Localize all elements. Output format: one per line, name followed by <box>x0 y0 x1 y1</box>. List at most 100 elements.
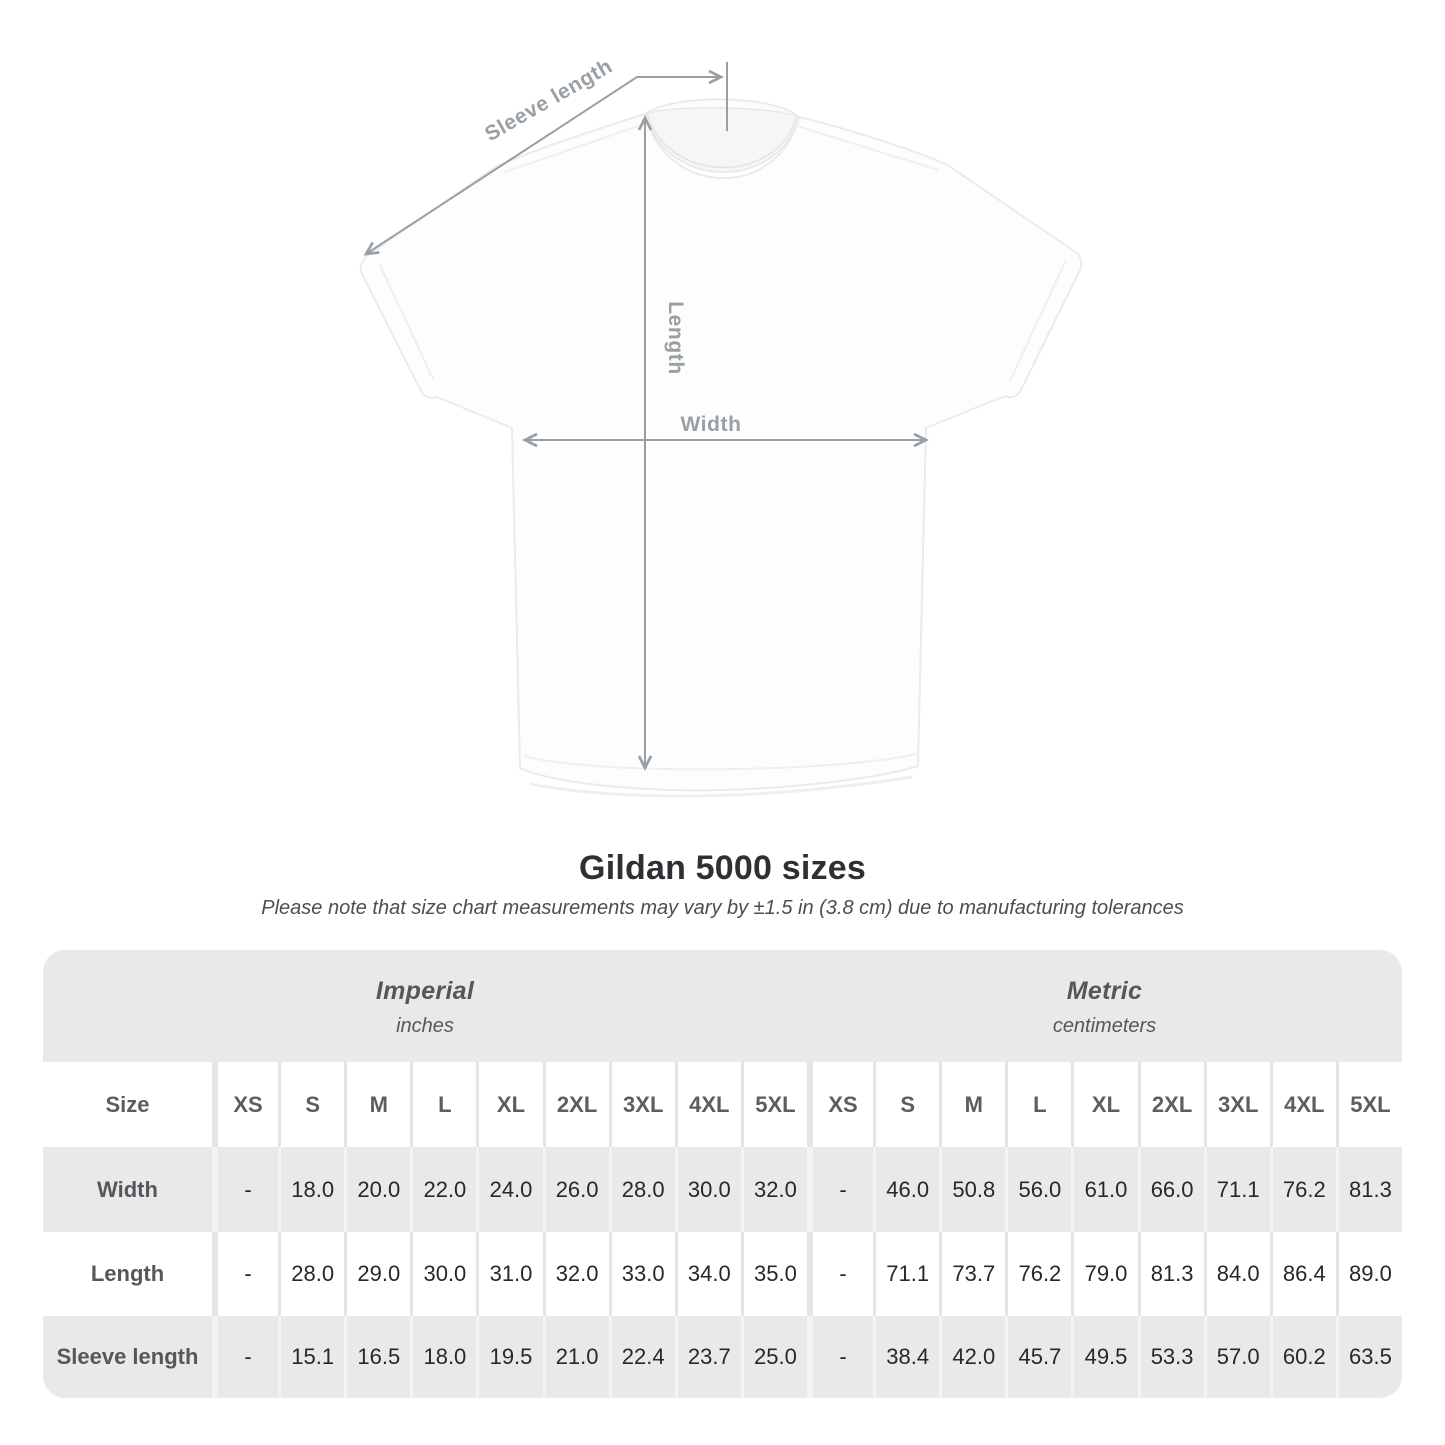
width-metric-2xl: 66.0 <box>1137 1147 1204 1232</box>
sleeve-metric-m: 42.0 <box>939 1316 1006 1398</box>
width-imperial-2xl: 26.0 <box>542 1147 609 1232</box>
tshirt-measurement-diagram: Sleeve length Length Width <box>359 55 1083 798</box>
sleeve-seam-left <box>379 264 434 380</box>
width-label: Width <box>680 413 741 436</box>
width-metric-l: 56.0 <box>1005 1147 1072 1232</box>
header-imperial-4xl: 4XL <box>674 1062 741 1147</box>
table-row-length: Length - 28.0 29.0 30.0 31.0 32.0 33.0 3… <box>43 1232 1402 1316</box>
unit-group-row: Imperial inches Metric centimeters <box>43 950 1402 1062</box>
length-imperial-3xl: 33.0 <box>608 1232 675 1316</box>
header-metric-s: S <box>873 1062 939 1147</box>
length-imperial-l: 30.0 <box>410 1232 477 1316</box>
header-metric-4xl: 4XL <box>1269 1062 1336 1147</box>
sleeve-metric-4xl: 60.2 <box>1269 1316 1336 1398</box>
header-imperial-3xl: 3XL <box>608 1062 675 1147</box>
width-imperial-m: 20.0 <box>344 1147 411 1232</box>
sleeve-seam-right <box>1009 261 1066 382</box>
tshirt-body <box>359 113 1083 792</box>
table-row-sleeve-length: Sleeve length - 15.1 16.5 18.0 19.5 21.0… <box>43 1316 1402 1398</box>
length-metric-2xl: 81.3 <box>1137 1232 1204 1316</box>
size-header-row: Size XS S M L XL 2XL 3XL 4XL 5XL XS S M … <box>43 1062 1402 1147</box>
row-label-sleeve-length: Sleeve length <box>43 1316 212 1398</box>
sleeve-imperial-s: 15.1 <box>278 1316 345 1398</box>
width-metric-5xl: 81.3 <box>1335 1147 1402 1232</box>
header-imperial-m: M <box>344 1062 410 1147</box>
table-row-width: Width - 18.0 20.0 22.0 24.0 26.0 28.0 30… <box>43 1147 1402 1232</box>
header-imperial-2xl: 2XL <box>542 1062 609 1147</box>
hem-seam <box>523 753 917 771</box>
imperial-group-unit: inches <box>396 1014 454 1037</box>
length-imperial-xl: 31.0 <box>476 1232 543 1316</box>
width-metric-3xl: 71.1 <box>1203 1147 1270 1232</box>
length-metric-5xl: 89.0 <box>1335 1232 1402 1316</box>
width-metric-xl: 61.0 <box>1071 1147 1138 1232</box>
length-imperial-s: 28.0 <box>278 1232 345 1316</box>
header-metric-xs: XS <box>807 1062 873 1147</box>
header-metric-2xl: 2XL <box>1137 1062 1204 1147</box>
length-imperial-2xl: 32.0 <box>542 1232 609 1316</box>
header-metric-5xl: 5XL <box>1335 1062 1402 1147</box>
sleeve-metric-5xl: 63.5 <box>1335 1316 1402 1398</box>
width-imperial-4xl: 30.0 <box>674 1147 741 1232</box>
width-metric-xs: - <box>807 1147 874 1232</box>
sleeve-imperial-m: 16.5 <box>344 1316 411 1398</box>
width-metric-s: 46.0 <box>873 1147 940 1232</box>
width-metric-4xl: 76.2 <box>1269 1147 1336 1232</box>
sleeve-length-arrow <box>363 69 725 256</box>
sleeve-metric-2xl: 53.3 <box>1137 1316 1204 1398</box>
sleeve-imperial-2xl: 21.0 <box>542 1316 609 1398</box>
length-metric-4xl: 86.4 <box>1269 1232 1336 1316</box>
size-corner-label: Size <box>105 1091 150 1117</box>
hem-shadow <box>529 775 913 798</box>
header-imperial-5xl: 5XL <box>740 1062 807 1147</box>
length-metric-m: 73.7 <box>939 1232 1006 1316</box>
sleeve-imperial-l: 18.0 <box>410 1316 477 1398</box>
shoulder-seam-right <box>793 124 939 171</box>
width-imperial-l: 22.0 <box>410 1147 477 1232</box>
sleeve-imperial-3xl: 22.4 <box>608 1316 675 1398</box>
metric-group-unit: centimeters <box>1052 1014 1157 1037</box>
length-label: Length <box>664 301 687 375</box>
sleeve-metric-l: 45.7 <box>1005 1316 1072 1398</box>
header-imperial-l: L <box>410 1062 476 1147</box>
metric-group-header: Metric centimeters <box>807 950 1402 1062</box>
size-table: Imperial inches Metric centimeters Size … <box>43 950 1402 1398</box>
imperial-group-header: Imperial inches <box>43 950 807 1062</box>
width-imperial-s: 18.0 <box>278 1147 345 1232</box>
page-title: Gildan 5000 sizes <box>579 849 866 887</box>
length-imperial-xs: - <box>212 1232 279 1316</box>
row-label-width: Width <box>43 1147 212 1232</box>
tolerance-note: Please note that size chart measurements… <box>261 897 1184 919</box>
length-metric-xl: 79.0 <box>1071 1232 1138 1316</box>
width-imperial-5xl: 32.0 <box>740 1147 807 1232</box>
length-imperial-m: 29.0 <box>344 1232 411 1316</box>
sleeve-metric-s: 38.4 <box>873 1316 940 1398</box>
length-metric-xs: - <box>807 1232 874 1316</box>
sleeve-metric-3xl: 57.0 <box>1203 1316 1270 1398</box>
header-imperial-s: S <box>278 1062 344 1147</box>
length-imperial-5xl: 35.0 <box>740 1232 807 1316</box>
sleeve-imperial-xl: 19.5 <box>476 1316 543 1398</box>
length-imperial-4xl: 34.0 <box>674 1232 741 1316</box>
width-imperial-3xl: 28.0 <box>608 1147 675 1232</box>
header-metric-xl: XL <box>1071 1062 1137 1147</box>
header-metric-m: M <box>939 1062 1005 1147</box>
imperial-group-name: Imperial <box>375 976 475 1005</box>
measurement-lines <box>363 62 930 772</box>
sleeve-imperial-xs: - <box>212 1316 279 1398</box>
length-metric-s: 71.1 <box>873 1232 940 1316</box>
tshirt-illustration <box>359 98 1083 798</box>
length-metric-3xl: 84.0 <box>1203 1232 1270 1316</box>
sleeve-imperial-4xl: 23.7 <box>674 1316 741 1398</box>
header-metric-l: L <box>1005 1062 1071 1147</box>
width-metric-m: 50.8 <box>939 1147 1006 1232</box>
width-imperial-xs: - <box>212 1147 279 1232</box>
width-imperial-xl: 24.0 <box>476 1147 543 1232</box>
sleeve-metric-xs: - <box>807 1316 874 1398</box>
header-metric-3xl: 3XL <box>1203 1062 1270 1147</box>
sleeve-imperial-5xl: 25.0 <box>740 1316 807 1398</box>
header-imperial-xl: XL <box>476 1062 542 1147</box>
row-label-length: Length <box>43 1232 212 1316</box>
sleeve-metric-xl: 49.5 <box>1071 1316 1138 1398</box>
